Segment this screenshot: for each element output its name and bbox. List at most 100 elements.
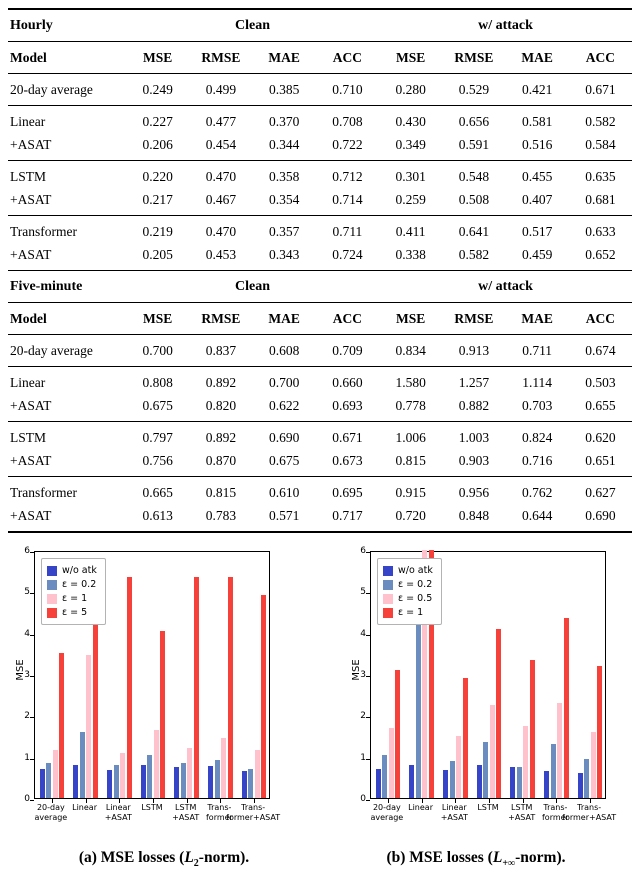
bar (557, 702, 563, 798)
metric-column-header: MAE (252, 302, 316, 335)
value-cell: 0.357 (252, 215, 316, 243)
table-header: Hourly Clean w/ attack Model MSE RMSE MAE ACC MS… (8, 9, 632, 74)
bar (113, 764, 119, 798)
legend-swatch (383, 565, 393, 576)
value-cell: 0.711 (315, 215, 379, 243)
y-tick-mark (30, 676, 34, 677)
value-cell: 0.259 (395, 192, 426, 207)
bar (456, 736, 462, 798)
value-cell: 0.459 (521, 247, 553, 262)
legend-label: ε = 0.5 (398, 593, 433, 604)
caption-b-pre: (b) MSE losses ( (386, 849, 493, 866)
bar (510, 766, 516, 798)
y-axis: 0 1 2 3 4 5 6 (14, 546, 34, 804)
model-cell: +ASAT (10, 192, 52, 207)
value-cell: 0.808 (126, 366, 190, 394)
bar (52, 750, 58, 798)
x-tick-mark (51, 799, 53, 803)
x-tick-mark (119, 799, 121, 803)
y-tick-label: 6 (360, 546, 366, 556)
value-cell: 0.675 (268, 453, 300, 468)
legend-label: w/o atk (398, 565, 433, 576)
value-cell: 0.675 (142, 398, 173, 413)
table-row: +ASAT 0.205 0.453 0.343 0.724 0.338 0.582 0.459… (8, 243, 632, 271)
bar (449, 760, 455, 798)
y-tick-mark (366, 634, 370, 636)
x-tick-mark (85, 799, 87, 803)
value-cell: 0.956 (442, 476, 506, 504)
legend: w/o atk ε = 0.2 ε = 0.5 ε = 1 (377, 558, 442, 625)
bar (174, 766, 180, 798)
bar (221, 738, 227, 798)
model-cell: 20-day average (8, 73, 126, 106)
value-cell: 0.815 (395, 453, 426, 468)
value-cell: 0.453 (205, 247, 237, 262)
value-cell: 1.257 (442, 366, 506, 394)
bar (577, 773, 583, 798)
y-tick-label: 2 (360, 711, 366, 722)
x-tick-label: Trans- former (205, 803, 233, 823)
model-cell: +ASAT (10, 137, 52, 152)
bar (140, 764, 146, 798)
value-cell: 0.837 (189, 334, 253, 367)
value-cell: 0.756 (142, 453, 173, 468)
table-body: 20-day average 0.249 0.499 0.385 0.710 0.280 0… (8, 73, 632, 271)
table-row: +ASAT 0.217 0.467 0.354 0.714 0.259 0.508 0.407… (8, 188, 632, 216)
bar (160, 630, 166, 798)
math-var-l: L (493, 849, 502, 866)
value-cell: 0.354 (268, 192, 300, 207)
x-tick-label: Linear +ASAT (104, 803, 132, 823)
x-tick-label: Linear (72, 803, 97, 812)
value-cell: 0.344 (268, 137, 300, 152)
bar (375, 769, 381, 798)
model-column-header: Model (8, 41, 126, 74)
metric-column-header: MAE (505, 302, 569, 335)
model-column-header: Model (8, 302, 126, 335)
legend-label: ε = 5 (62, 607, 88, 618)
y-tick-label: 5 (360, 587, 366, 598)
value-cell: 0.591 (458, 137, 490, 152)
value-cell: 0.690 (252, 421, 316, 449)
value-cell: 0.582 (568, 105, 632, 133)
value-cell: 0.815 (189, 476, 253, 504)
value-cell: 0.720 (395, 508, 426, 523)
metric-column-header: RMSE (189, 41, 253, 74)
table-row: +ASAT 0.675 0.820 0.622 0.693 0.778 0.882 0.703… (8, 394, 632, 422)
x-tick-label: Trans- former+ASAT (226, 803, 281, 823)
bar (483, 742, 489, 798)
caption-b-post: -norm). (515, 849, 566, 866)
value-cell: 0.620 (568, 421, 632, 449)
caption-row: (a) MSE losses (L2-norm). (b) MSE losses… (8, 835, 632, 869)
value-cell: 0.915 (379, 476, 443, 504)
x-tick-label: 20-day average (370, 803, 404, 823)
model-cell: Linear (8, 105, 126, 133)
model-cell: Transformer (8, 476, 126, 504)
x-tick-label: Trans- former (541, 803, 569, 823)
y-tick-label: 1 (360, 752, 366, 763)
metric-column-header: MSE (126, 41, 190, 74)
bar (584, 758, 590, 798)
x-tick-mark (522, 799, 524, 803)
legend: w/o atk ε = 0.2 ε = 1 ε = 5 (41, 558, 106, 625)
bar (382, 754, 388, 798)
chart-mse-linf: MSE 0 1 2 3 4 5 6 w/o atk ε = 0.2 ε = 0.5 ε = 1 20-d… (350, 546, 622, 835)
value-cell: 0.280 (379, 73, 443, 106)
value-cell: 0.635 (568, 160, 632, 188)
value-cell: 0.703 (521, 398, 553, 413)
plot-area: w/o atk ε = 0.2 ε = 1 ε = 5 (30, 551, 270, 803)
value-cell: 0.206 (142, 137, 173, 152)
y-tick-mark (30, 552, 34, 553)
bar (388, 727, 394, 798)
legend-label: ε = 1 (62, 593, 88, 604)
x-tick-label: LSTM (477, 803, 499, 812)
value-cell: 0.652 (585, 247, 616, 262)
legend-entry: w/o atk (383, 565, 433, 576)
value-cell: 0.477 (189, 105, 253, 133)
bar (79, 731, 85, 798)
table-title: Hourly (10, 18, 53, 33)
y-tick-mark (366, 676, 370, 677)
legend-entry: ε = 1 (47, 593, 97, 604)
legend-entry: ε = 0.2 (47, 579, 97, 590)
bar (529, 659, 535, 798)
